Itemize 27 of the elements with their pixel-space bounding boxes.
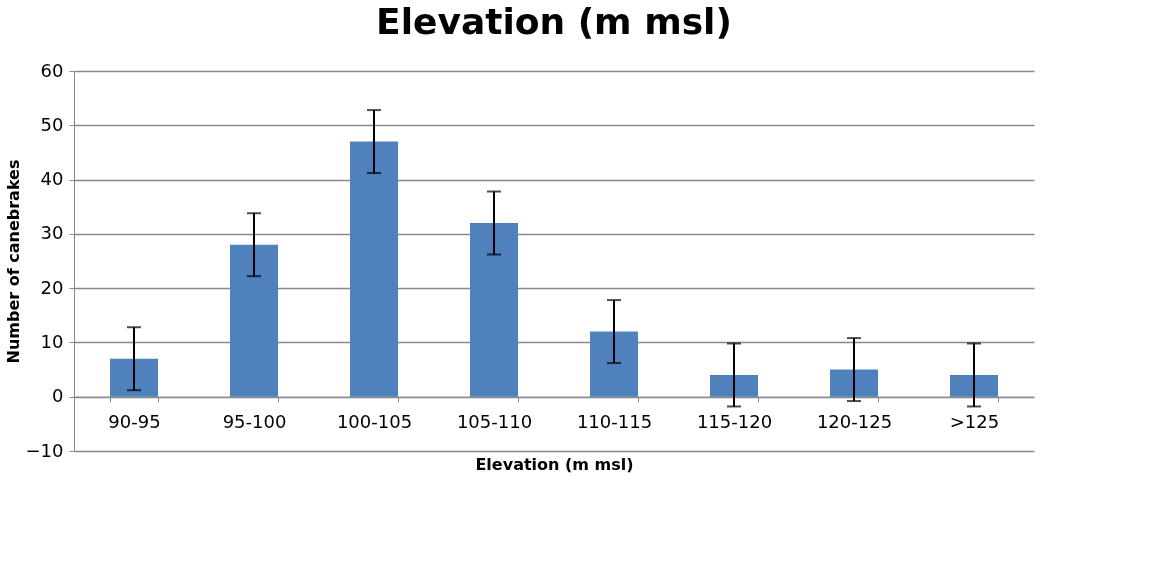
y-tick-label: 0	[52, 385, 64, 407]
x-tick-label: 95-100	[222, 411, 287, 433]
y-tick-label: 40	[40, 168, 64, 190]
y-tick-label: 10	[40, 330, 64, 352]
bar	[230, 244, 278, 397]
bar	[950, 375, 998, 397]
bar	[110, 358, 158, 397]
x-tick-label: 100-105	[336, 411, 413, 433]
y-tick-label: 30	[40, 222, 64, 244]
y-axis-title: Number of canebrakes	[3, 159, 23, 364]
y-tick-label: −10	[25, 439, 64, 461]
x-axis-title: Elevation (m msl)	[475, 454, 634, 474]
x-tick-label: >125	[949, 411, 1000, 433]
y-tick-label: 60	[40, 59, 64, 81]
bar	[350, 141, 398, 397]
y-tick-label: 20	[40, 276, 64, 298]
x-tick-label: 105-110	[456, 411, 533, 433]
x-tick-label: 90-95	[108, 411, 161, 433]
bar	[710, 375, 758, 397]
bar	[590, 331, 638, 397]
bar	[470, 223, 518, 397]
bar	[830, 369, 878, 397]
x-tick-label: 120-125	[816, 411, 893, 433]
y-tick-label: 50	[40, 113, 64, 135]
x-tick-label: 115-120	[696, 411, 773, 433]
chart-title: Elevation (m msl)	[376, 1, 732, 42]
x-tick-label: 110-115	[576, 411, 653, 433]
